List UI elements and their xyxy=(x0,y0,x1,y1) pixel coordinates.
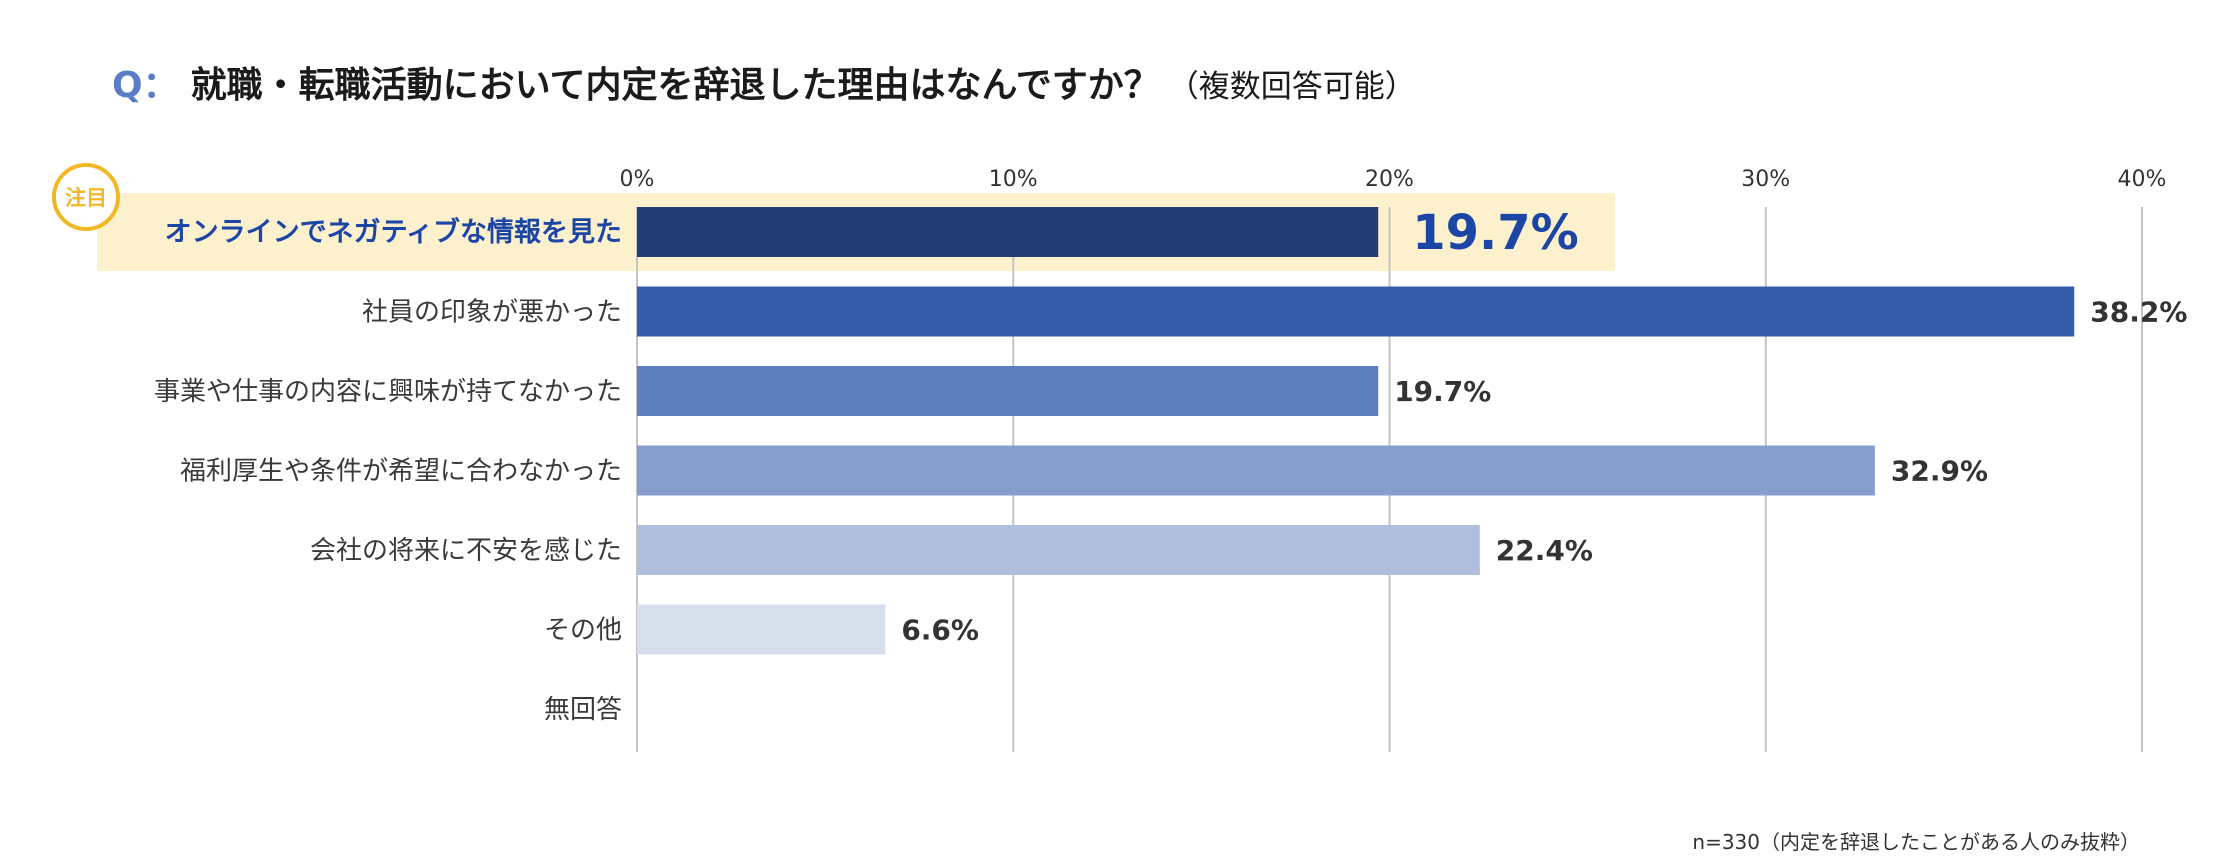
category-label: 社員の印象が悪かった xyxy=(362,298,622,328)
category-label: オンラインでネガティブな情報を見た xyxy=(165,216,622,248)
bar xyxy=(637,445,1875,496)
tick-label: 40% xyxy=(2118,167,2167,192)
value-label: 6.6% xyxy=(901,614,979,647)
bar xyxy=(637,366,1379,416)
tick-label: 20% xyxy=(1365,167,1414,192)
value-label: 19.7% xyxy=(1412,205,1579,261)
value-label: 22.4% xyxy=(1496,534,1593,567)
tick-label: 0% xyxy=(620,167,655,192)
category-label: 会社の将来に不安を感じた xyxy=(310,536,622,566)
category-label: その他 xyxy=(544,616,622,646)
bar xyxy=(637,604,886,655)
highlight-badge: 注目 xyxy=(52,163,120,231)
value-label: 38.2% xyxy=(2090,296,2187,329)
bar xyxy=(637,525,1480,575)
chart-title: Q： 就職・転職活動において内定を辞退した理由はなんですか？ （複数回答可能） xyxy=(112,56,1416,108)
tick-label: 10% xyxy=(989,167,1038,192)
category-label: 無回答 xyxy=(544,695,622,725)
question-prefix: Q： xyxy=(112,65,179,106)
question-note: （複数回答可能） xyxy=(1167,69,1416,105)
sample-size-note: n=330（内定を辞退したことがある人のみ抜粋） xyxy=(1692,830,2140,854)
category-label: 福利厚生や条件が希望に合わなかった xyxy=(180,457,622,487)
category-label: 事業や仕事の内容に興味が持てなかった xyxy=(154,377,622,407)
question-text: 就職・転職活動において内定を辞退した理由はなんですか？ xyxy=(190,65,1160,106)
value-label: 32.9% xyxy=(1891,455,1988,488)
bar xyxy=(637,286,2075,337)
value-label: 19.7% xyxy=(1394,375,1491,408)
tick-label: 30% xyxy=(1741,167,1790,192)
bar xyxy=(637,207,1379,257)
